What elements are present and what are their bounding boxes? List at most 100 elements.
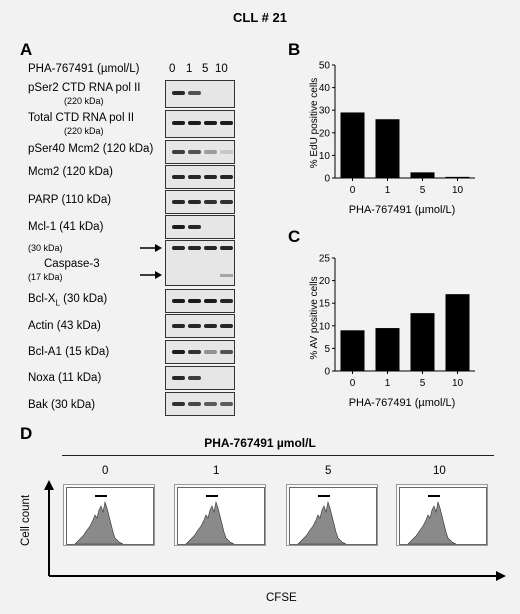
blot-band bbox=[172, 299, 185, 303]
blot-strip bbox=[165, 140, 235, 164]
cfse-dose-2: 5 bbox=[325, 465, 332, 477]
panel-d-header: PHA-767491 µmol/L bbox=[204, 436, 316, 450]
row-label-total-ctd: Total CTD RNA pol II bbox=[28, 112, 135, 124]
arrow-up-icon bbox=[44, 480, 54, 490]
x-tick-label: 10 bbox=[452, 378, 464, 389]
blot-band bbox=[204, 150, 217, 154]
arrow-right-icon bbox=[496, 571, 506, 581]
row-label-pser40: pSer40 Mcm2 (120 kDa) bbox=[28, 143, 154, 155]
edu-bar-chart: % EdU positive cells PHA-767491 (µmol/L)… bbox=[309, 61, 475, 216]
blot-band bbox=[172, 402, 185, 406]
blot-strip bbox=[165, 240, 235, 286]
blot-band bbox=[172, 150, 185, 154]
y-tick-label: 25 bbox=[319, 254, 331, 265]
row-label-mcl1: Mcl-1 (41 kDa) bbox=[28, 221, 104, 233]
bar-5 bbox=[410, 313, 435, 371]
row-label-bclxl: Bcl-XL (30 kDa) bbox=[28, 293, 108, 308]
blot-band bbox=[188, 299, 201, 303]
cfse-histogram bbox=[177, 487, 265, 545]
blot-band bbox=[188, 150, 201, 154]
lane-dose-0: 0 bbox=[169, 63, 176, 75]
cfse-dose-3: 10 bbox=[433, 465, 446, 477]
y-tick-label: 10 bbox=[319, 321, 331, 332]
row-label-pser2: pSer2 CTD RNA pol II bbox=[28, 82, 141, 94]
chart-c-xlabel: PHA-767491 (µmol/L) bbox=[349, 397, 456, 409]
row-sublabel-total-ctd: (220 kDa) bbox=[64, 126, 104, 136]
blot-band bbox=[220, 350, 233, 354]
caspase-marker-17: (17 kDa) bbox=[28, 272, 63, 282]
blot-strip bbox=[165, 366, 235, 390]
figure-title: CLL # 21 bbox=[233, 10, 287, 25]
cfse-xlabel: CFSE bbox=[266, 592, 297, 604]
bar-0 bbox=[340, 330, 365, 371]
blot-band bbox=[172, 91, 185, 95]
blot-strip bbox=[165, 392, 235, 416]
row-label-noxa: Noxa (11 kDa) bbox=[28, 372, 102, 384]
blot-strip bbox=[165, 314, 235, 338]
arrow-right-icon bbox=[140, 271, 162, 279]
y-tick-label: 40 bbox=[319, 83, 331, 94]
cfse-histogram bbox=[66, 487, 154, 545]
bar-10 bbox=[445, 176, 470, 178]
bar-1 bbox=[375, 119, 400, 178]
lane-dose-3: 10 bbox=[215, 63, 228, 75]
cfse-distribution bbox=[185, 500, 235, 545]
caspase-marker-30: (30 kDa) bbox=[28, 243, 63, 253]
blot-band bbox=[204, 121, 217, 125]
blot-band bbox=[188, 324, 201, 328]
blot-band bbox=[188, 225, 201, 229]
cfse-distribution bbox=[74, 500, 124, 545]
bar-10 bbox=[445, 294, 470, 371]
panel-c-letter: C bbox=[288, 227, 301, 246]
y-tick-label: 50 bbox=[319, 61, 331, 72]
blot-band bbox=[220, 299, 233, 303]
row-label-parp: PARP (110 kDa) bbox=[28, 194, 112, 206]
row-label-bak: Bak (30 kDa) bbox=[28, 399, 96, 411]
blot-band bbox=[172, 350, 185, 354]
blot-strip bbox=[165, 165, 235, 189]
blot-band bbox=[204, 175, 217, 179]
av-bar-chart: % AV positive cells PHA-767491 (µmol/L) … bbox=[309, 254, 475, 409]
x-tick-label: 10 bbox=[452, 185, 464, 196]
blot-band bbox=[172, 175, 185, 179]
blot-strip bbox=[165, 289, 235, 313]
blot-band bbox=[220, 402, 233, 406]
blot-band bbox=[220, 200, 233, 204]
cfse-histogram bbox=[289, 487, 377, 545]
blot-band bbox=[172, 225, 185, 229]
lane-dose-2: 5 bbox=[202, 63, 209, 75]
blot-band bbox=[220, 324, 233, 328]
cfse-histogram-frame bbox=[396, 484, 488, 546]
x-tick-label: 0 bbox=[350, 378, 356, 389]
blot-band bbox=[172, 246, 185, 250]
row-label-actin: Actin (43 kDa) bbox=[28, 320, 101, 332]
y-tick-label: 15 bbox=[319, 299, 331, 310]
blot-band bbox=[204, 246, 217, 250]
panel-d-rule bbox=[62, 455, 494, 456]
cfse-distribution bbox=[407, 500, 457, 545]
blot-band bbox=[220, 274, 233, 277]
bar-1 bbox=[375, 328, 400, 371]
cfse-histogram bbox=[399, 487, 487, 545]
y-tick-label: 20 bbox=[319, 276, 331, 287]
panel-d-letter: D bbox=[20, 424, 33, 443]
blot-strip bbox=[165, 80, 235, 108]
blot-strip bbox=[165, 110, 235, 138]
blot-strip bbox=[165, 340, 235, 364]
row-label-bcla1: Bcl-A1 (15 kDa) bbox=[28, 346, 110, 358]
blot-band bbox=[172, 121, 185, 125]
y-tick-label: 10 bbox=[319, 151, 331, 162]
cfse-dose-1: 1 bbox=[213, 465, 220, 477]
blot-band bbox=[172, 376, 185, 380]
y-tick-label: 20 bbox=[319, 128, 331, 139]
blot-band bbox=[220, 121, 233, 125]
blot-band bbox=[188, 246, 201, 250]
blot-strip bbox=[165, 215, 235, 239]
cfse-ylabel: Cell count bbox=[20, 494, 32, 546]
chart-b-xlabel: PHA-767491 (µmol/L) bbox=[349, 204, 456, 216]
chart-c-ylabel: % AV positive cells bbox=[309, 276, 320, 359]
row-sublabel-pser2: (220 kDa) bbox=[64, 96, 104, 106]
caspase-arrows bbox=[140, 244, 162, 279]
blot-band bbox=[204, 299, 217, 303]
cfse-histogram-frame bbox=[63, 484, 155, 546]
